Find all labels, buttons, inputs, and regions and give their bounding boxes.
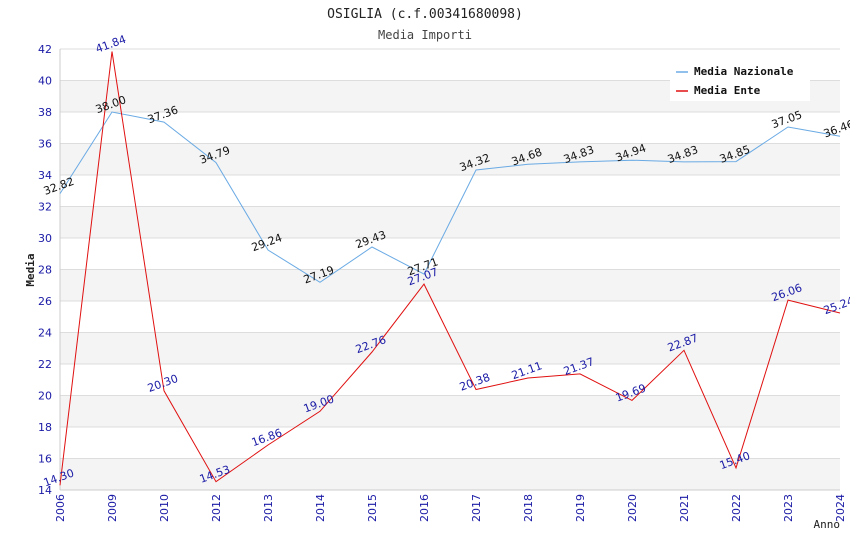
x-tick-label: 2020: [626, 494, 639, 522]
y-tick-label: 18: [38, 421, 52, 434]
x-tick-label: 2018: [522, 494, 535, 522]
x-tick-label: 2010: [158, 494, 171, 522]
y-tick-label: 22: [38, 358, 52, 371]
grid-bands: [60, 49, 840, 490]
x-tick-label: 2019: [574, 494, 587, 522]
grid-band: [60, 364, 840, 396]
y-tick-label: 30: [38, 232, 52, 245]
series-lines: [59, 51, 841, 486]
grid-band: [60, 112, 840, 144]
grid-lines: [60, 48, 840, 491]
grid-band: [60, 427, 840, 459]
x-tick-label: 2015: [366, 494, 379, 522]
x-tick-labels: 2006 2009 2010 2012 2013 2014 2015 2016 2017 2018…: [54, 494, 847, 522]
x-tick-label: 2014: [314, 494, 327, 522]
x-tick-label: 2016: [418, 494, 431, 522]
grid-band: [60, 458, 840, 490]
y-axis-label: Media: [24, 253, 37, 286]
grid-band: [60, 143, 840, 175]
x-tick-label: 2024: [834, 494, 847, 522]
y-tick-labels: 14 16 18 20 22 24 26 28 30 32 34 36 38 40 42: [38, 43, 52, 497]
x-axis-label: Anno: [814, 518, 841, 531]
grid-band: [60, 301, 840, 333]
chart-title: OSIGLIA (c.f.00341680098): [327, 7, 523, 22]
y-tick-label: 14: [38, 484, 52, 497]
y-tick-label: 38: [38, 106, 52, 119]
y-tick-label: 42: [38, 43, 52, 56]
y-tick-label: 26: [38, 295, 52, 308]
y-tick-label: 40: [38, 75, 52, 88]
y-tick-label: 16: [38, 453, 52, 466]
legend-box: [670, 59, 810, 101]
grid-band: [60, 175, 840, 207]
y-tick-label: 34: [38, 169, 52, 182]
x-tick-label: 2022: [730, 494, 743, 522]
legend: Media Nazionale Media Ente: [670, 59, 810, 101]
chart-subtitle: Media Importi: [378, 28, 472, 42]
legend-label-media-nazionale: Media Nazionale: [694, 65, 794, 78]
grid-band: [60, 238, 840, 270]
series-line-media-nazionale: [59, 111, 841, 283]
legend-label-media-ente: Media Ente: [694, 84, 761, 97]
x-tick-label: 2013: [262, 494, 275, 522]
x-tick-label: 2009: [106, 494, 119, 522]
x-tick-label: 2012: [210, 494, 223, 522]
grid-band: [60, 269, 840, 301]
axes: [59, 49, 840, 491]
grid-band: [60, 395, 840, 427]
y-tick-label: 36: [38, 138, 52, 151]
y-tick-label: 24: [38, 327, 52, 340]
series-line-media-ente: [59, 51, 841, 486]
x-tick-label: 2017: [470, 494, 483, 522]
x-tick-label: 2023: [782, 494, 795, 522]
y-tick-label: 32: [38, 201, 52, 214]
x-tick-label: 2021: [678, 494, 691, 522]
y-tick-label: 28: [38, 264, 52, 277]
x-tick-label: 2006: [54, 494, 67, 522]
y-tick-label: 20: [38, 390, 52, 403]
